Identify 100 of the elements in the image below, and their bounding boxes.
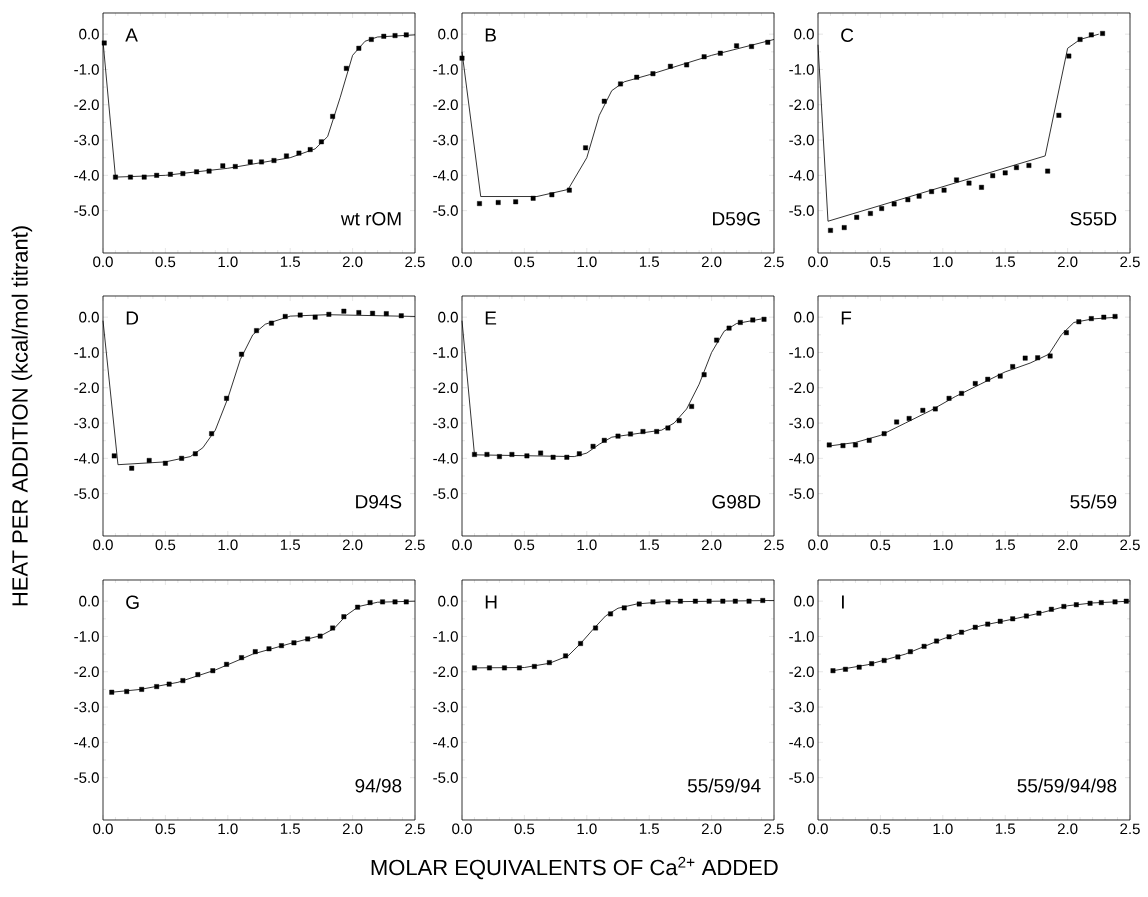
point <box>1026 163 1032 168</box>
x-tick-label: 0.0 <box>452 256 472 268</box>
point <box>678 598 683 604</box>
point <box>934 638 939 644</box>
y-tick-label: -4.0 <box>433 737 458 748</box>
point <box>1035 355 1041 361</box>
point <box>946 634 952 640</box>
x-tick-label: 0.0 <box>93 823 113 835</box>
point <box>990 173 996 179</box>
point <box>1036 610 1042 616</box>
y-tick-label: -2.0 <box>433 99 458 111</box>
annotation: E <box>485 311 497 325</box>
annotation: D94S <box>356 495 402 509</box>
point <box>765 39 771 45</box>
point <box>997 373 1003 379</box>
x-tick-label: 2.0 <box>1057 256 1078 268</box>
point <box>224 661 229 667</box>
point <box>1063 330 1069 336</box>
x-tick-label: 1.5 <box>995 256 1016 267</box>
x-tick-label: 0.5 <box>870 539 891 551</box>
y-tick-label: -2.0 <box>433 382 458 394</box>
point <box>1088 32 1094 38</box>
annotation: F <box>841 311 852 325</box>
y-tick-label: -2.0 <box>789 99 814 111</box>
y-tick-label: -1.0 <box>433 64 458 75</box>
point <box>946 395 952 401</box>
y-tick-label: -1.0 <box>789 347 814 358</box>
point <box>284 153 289 159</box>
point <box>269 320 274 326</box>
point <box>1010 364 1016 369</box>
x-tick-label: 0.5 <box>514 539 535 551</box>
point <box>906 416 912 421</box>
point <box>291 640 297 646</box>
y-axis-title: HEAT PER ADDITION (kcal/mol titrant) <box>11 226 33 606</box>
point <box>509 452 515 457</box>
point <box>701 54 707 60</box>
point <box>650 599 656 605</box>
point <box>1024 613 1029 619</box>
point <box>495 200 501 205</box>
point <box>305 636 311 642</box>
point <box>920 407 926 413</box>
annotation: S55D <box>1070 212 1117 226</box>
point <box>128 174 133 180</box>
point <box>972 624 978 630</box>
point <box>866 437 872 443</box>
point <box>621 605 627 611</box>
x-tick-label: 1.5 <box>995 823 1016 834</box>
point <box>254 328 259 333</box>
annotation: D59G <box>713 212 760 226</box>
y-tick-label: -2.0 <box>74 382 99 394</box>
point <box>312 314 318 320</box>
point <box>355 604 360 610</box>
point <box>194 169 199 175</box>
point <box>497 454 502 459</box>
point <box>1076 319 1082 325</box>
point <box>583 145 588 151</box>
point <box>676 418 682 423</box>
x-tick-label: 0.0 <box>452 539 472 551</box>
x-tick-label: 0.5 <box>155 539 176 551</box>
point <box>210 668 216 674</box>
point <box>487 665 492 671</box>
y-tick-label: 0.0 <box>794 595 814 607</box>
x-tick-label: 0.0 <box>808 256 828 268</box>
x-tick-label: 1.0 <box>218 256 238 268</box>
point <box>1066 53 1072 59</box>
point <box>916 193 922 199</box>
point <box>330 625 336 631</box>
x-tick-label: 0.0 <box>808 823 828 835</box>
y-tick-label: -4.0 <box>789 170 814 181</box>
point <box>853 442 858 448</box>
point <box>341 308 347 314</box>
y-tick-label: -5.0 <box>74 205 99 216</box>
x-tick-label: 2.0 <box>701 256 722 268</box>
point <box>109 689 115 695</box>
point <box>381 33 387 39</box>
point <box>403 32 409 38</box>
x-axis-title: MOLAR EQUIVALENTS OF Ca$^{2+}$ ADDED <box>371 856 778 880</box>
point <box>530 195 536 201</box>
y-tick-label: 0.0 <box>79 311 99 323</box>
point <box>578 641 583 646</box>
point <box>206 168 212 174</box>
point <box>1061 604 1067 609</box>
point <box>668 63 673 69</box>
y-tick-label: 0.0 <box>79 28 99 40</box>
point <box>326 311 332 317</box>
point <box>367 600 373 605</box>
point <box>271 158 277 163</box>
y-tick-label: -4.0 <box>74 170 99 181</box>
x-tick-label: 2.0 <box>342 256 363 268</box>
point <box>997 618 1003 624</box>
point <box>714 337 719 343</box>
point <box>472 452 477 457</box>
annotation: A <box>125 28 138 42</box>
y-tick-label: -3.0 <box>433 134 458 146</box>
point <box>139 687 145 692</box>
point <box>760 598 766 603</box>
x-tick-label: 2.5 <box>1120 539 1140 551</box>
point <box>154 684 160 689</box>
x-tick-label: 1.5 <box>639 256 660 267</box>
point <box>392 599 398 605</box>
